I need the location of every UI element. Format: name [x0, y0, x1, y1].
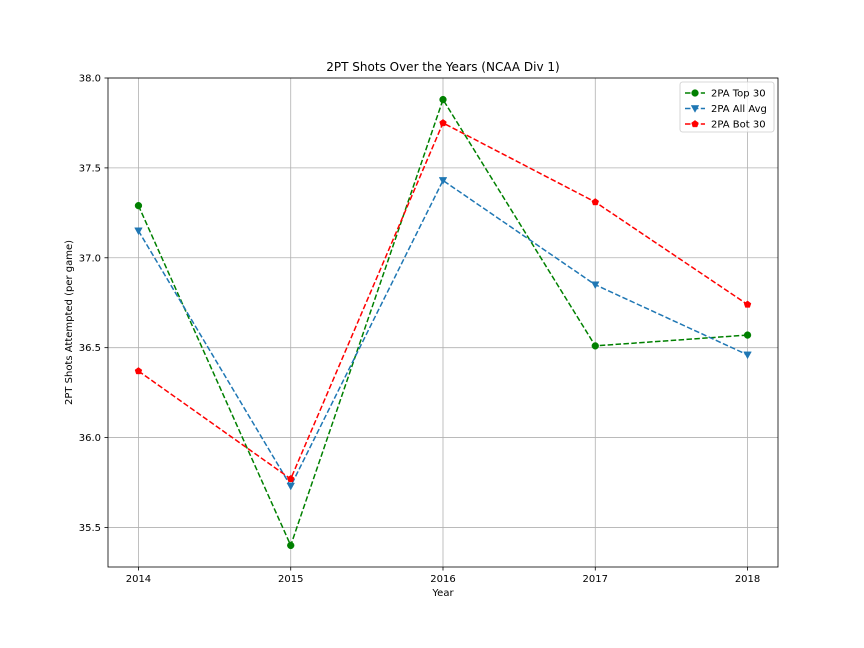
- data-point: [134, 227, 143, 236]
- legend: 2PA Top 30 2PA All Avg 2PA Bot 30: [679, 81, 775, 133]
- y-tick-label: 36.0: [79, 433, 101, 444]
- x-tick-label: 2014: [126, 574, 151, 585]
- y-tick-label: 37.5: [79, 163, 101, 174]
- x-tick-label: 2018: [735, 574, 760, 585]
- legend-item: 2PA Top 30: [685, 89, 766, 100]
- y-tick-label: 35.5: [79, 523, 101, 534]
- data-point: [439, 119, 447, 127]
- legend-marker: [691, 89, 699, 97]
- data-point: [743, 351, 752, 360]
- legend-label: 2PA Top 30: [711, 89, 766, 100]
- data-point: [438, 177, 448, 185]
- x-tick-label: 2016: [430, 574, 455, 585]
- legend-item: 2PA Bot 30: [685, 120, 766, 131]
- data-point: [134, 367, 143, 375]
- data-point: [287, 475, 295, 483]
- data-point: [591, 281, 600, 290]
- series-line: [137, 179, 748, 488]
- series-line: [137, 97, 748, 548]
- data-point: [134, 201, 143, 210]
- legend-box: [679, 81, 775, 133]
- data-point: [591, 342, 599, 350]
- legend-marker: [691, 120, 699, 128]
- legend-label: 2PA Bot 30: [711, 120, 766, 131]
- data-point: [439, 95, 447, 104]
- series-1: [134, 95, 752, 550]
- data-point: [743, 300, 752, 308]
- y-axis-label: 2PT Shots Attempted (per game): [64, 240, 75, 405]
- legend-item: 2PA All Avg: [685, 104, 767, 115]
- axis-ticks: 2014 2015 2016 2017 2018 35.5 36.0 36.5 37.0 37.5…: [79, 74, 761, 586]
- y-tick-label: 37.0: [79, 253, 101, 264]
- data-point: [591, 198, 599, 206]
- data-point: [287, 541, 295, 550]
- series-layer: [134, 95, 752, 550]
- x-tick-label: 2015: [278, 574, 303, 585]
- data-point: [743, 331, 752, 339]
- chart-title: 2PT Shots Over the Years (NCAA Div 1): [326, 60, 559, 74]
- legend-marker: [690, 105, 700, 113]
- x-tick-label: 2017: [583, 574, 608, 585]
- data-point: [286, 482, 295, 491]
- series-2: [134, 177, 752, 491]
- y-tick-label: 36.5: [79, 343, 101, 354]
- series-3: [134, 119, 752, 483]
- x-axis-label: Year: [431, 588, 454, 599]
- y-tick-label: 38.0: [79, 74, 101, 85]
- legend-label: 2PA All Avg: [711, 104, 767, 115]
